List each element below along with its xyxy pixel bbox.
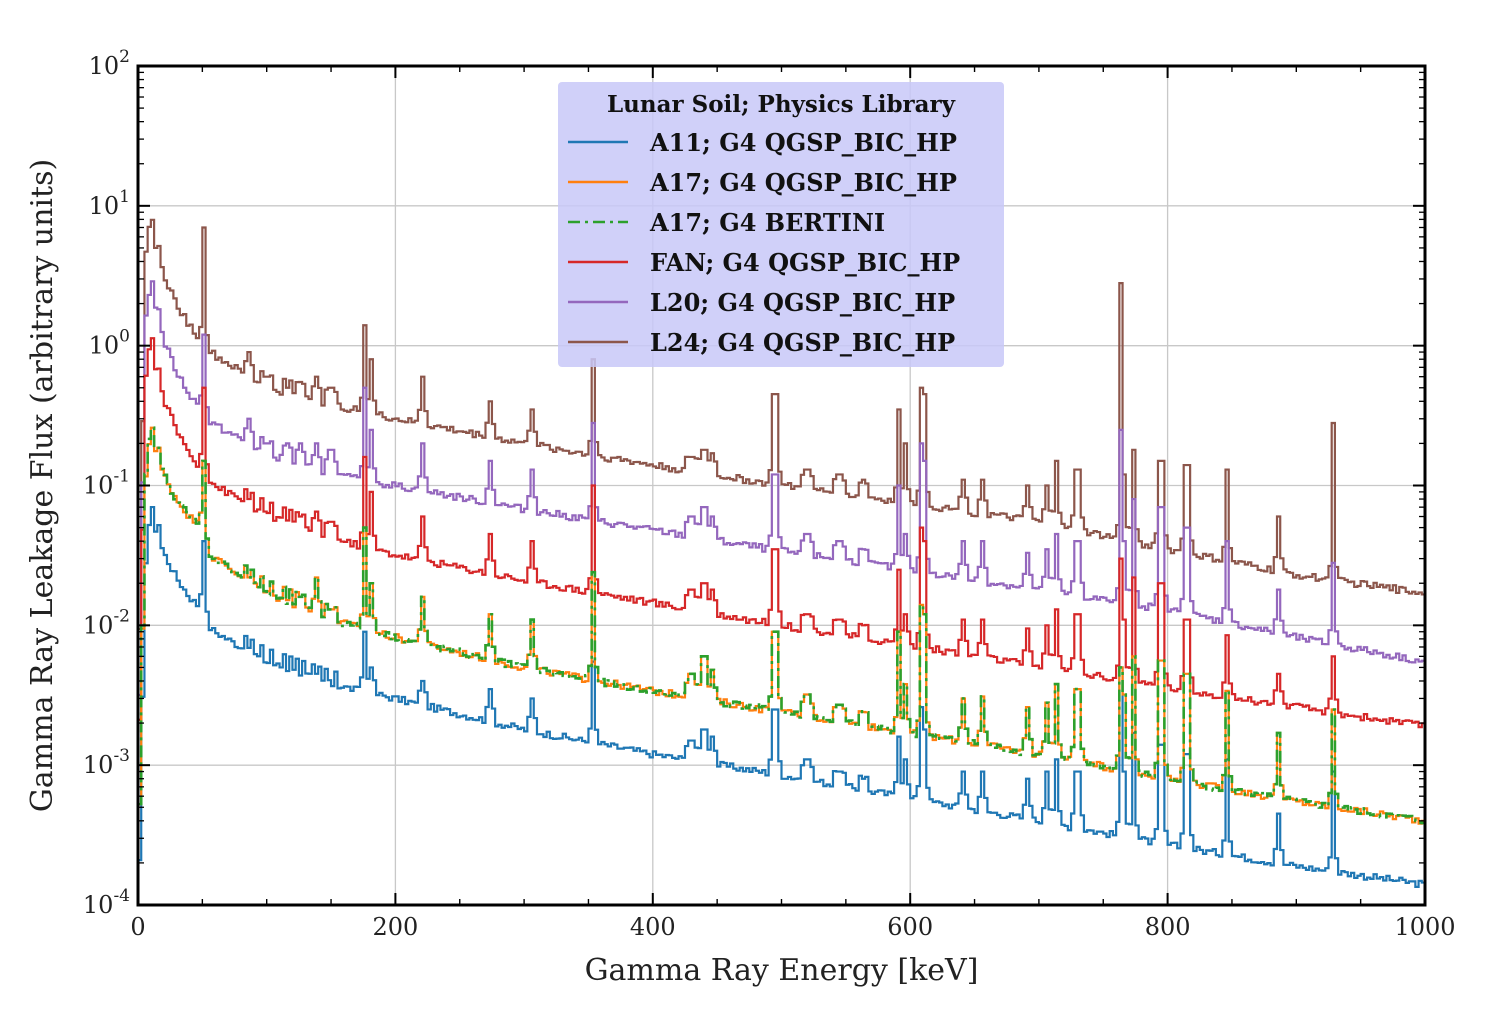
y-tick-label: 10-1 [83, 467, 130, 500]
x-tick-label: 200 [372, 913, 418, 941]
y-tick-label: 10-3 [83, 746, 130, 779]
legend-label: A17; G4 BERTINI [649, 208, 885, 237]
x-tick-label: 600 [887, 913, 933, 941]
y-tick-label: 10-2 [83, 606, 130, 639]
x-axis-title: Gamma Ray Energy [keV] [585, 953, 979, 988]
series-line-a17-bertini [138, 426, 1425, 825]
y-tick-label: 102 [89, 47, 130, 80]
y-tick-label: 10-4 [83, 886, 130, 919]
series-line-l20 [138, 280, 1425, 697]
legend-label: A17; G4 QGSP_BIC_HP [649, 168, 957, 197]
axis-ticks: 0 200 400 600 800 1000 10-4 10-3 10-2 10-1 100 101 1… [83, 47, 1456, 941]
legend: Lunar Soil; Physics Library A11; G4 QGSP… [558, 82, 1004, 367]
legend-title: Lunar Soil; Physics Library [607, 91, 956, 118]
legend-box [558, 82, 1004, 367]
legend-label: L24; G4 QGSP_BIC_HP [650, 328, 955, 357]
legend-label: A11; G4 QGSP_BIC_HP [649, 128, 957, 157]
x-tick-label: 0 [130, 913, 145, 941]
series-line-a11 [138, 505, 1425, 888]
series-group [138, 218, 1425, 888]
legend-label: FAN; G4 QGSP_BIC_HP [650, 248, 960, 277]
series-line-l24 [138, 218, 1425, 631]
x-tick-label: 400 [630, 913, 676, 941]
x-tick-label: 1000 [1394, 913, 1455, 941]
y-axis-title: Gamma Ray Leakage Flux (arbitrary units) [25, 159, 60, 812]
x-tick-label: 800 [1145, 913, 1191, 941]
y-tick-label: 100 [89, 327, 130, 360]
y-tick-label: 101 [89, 187, 130, 220]
legend-label: L20; G4 QGSP_BIC_HP [650, 288, 955, 317]
legend-entries: A11; G4 QGSP_BIC_HP A17; G4 QGSP_BIC_HP A1… [568, 128, 960, 357]
series-line-fan [138, 337, 1425, 729]
